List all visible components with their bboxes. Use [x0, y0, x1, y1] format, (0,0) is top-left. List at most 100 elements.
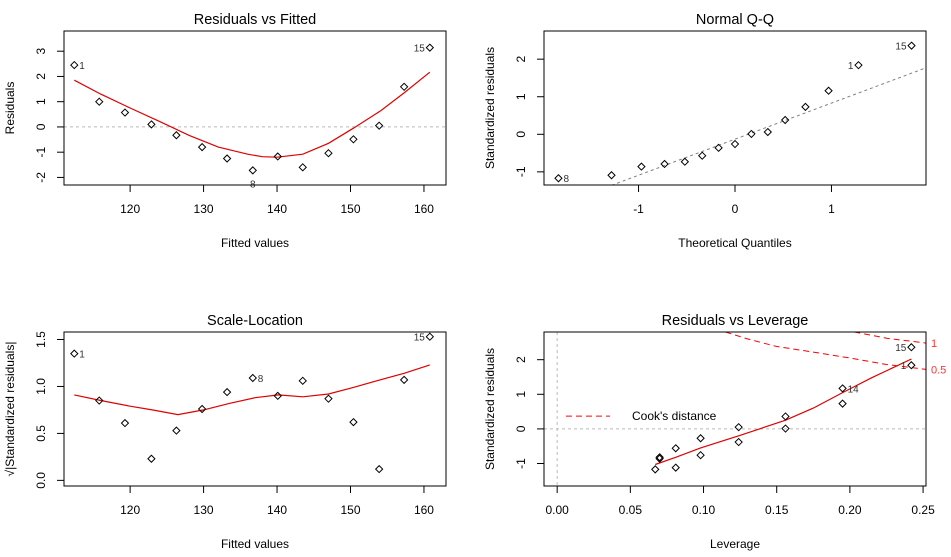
x-axis: 120 130 140 150 160 — [120, 184, 434, 216]
data-point — [854, 60, 863, 70]
data-point — [671, 444, 680, 453]
x-tick-label: 1 — [828, 202, 835, 216]
data-point — [70, 60, 79, 70]
data-point — [780, 115, 790, 125]
x-axis-label: Fitted values — [221, 236, 289, 250]
legend-label: Cook's distance — [632, 409, 717, 423]
x-tick-label: 140 — [267, 202, 287, 216]
y-tick-label: 3 — [34, 48, 48, 55]
data-point — [273, 391, 282, 401]
y-tick-label: 0 — [514, 425, 528, 432]
y-axis: -2 -1 0 1 2 3 — [34, 48, 65, 183]
data-point — [222, 154, 232, 163]
x-tick-label: 150 — [340, 202, 360, 216]
x-tick-label: 0.10 — [692, 503, 716, 517]
cooks-distance-line — [854, 332, 926, 344]
plot-frame — [63, 30, 447, 186]
point-label: 1 — [79, 350, 85, 361]
chart-title: Residuals vs Leverage — [662, 313, 809, 329]
data-point — [147, 120, 156, 129]
data-point — [349, 135, 358, 144]
data-point — [298, 163, 307, 172]
data-point — [655, 453, 664, 462]
cooks-level-label: 1 — [931, 338, 937, 350]
data-point — [697, 151, 707, 160]
x-tick-label: 130 — [194, 202, 214, 216]
y-axis: -1 0 1 2 — [514, 356, 545, 469]
plot-area — [544, 332, 926, 486]
y-tick-label: 1 — [34, 98, 48, 105]
data-point — [734, 437, 743, 447]
data-point — [120, 108, 130, 117]
data-point — [399, 375, 409, 385]
data-point — [781, 412, 790, 421]
data-point — [70, 349, 79, 358]
y-tick-label: 2 — [514, 56, 528, 63]
y-tick-label: 2 — [34, 73, 48, 80]
data-point — [801, 102, 810, 112]
legend: Cook's distance — [566, 409, 717, 423]
cooks-distance-line — [725, 332, 926, 370]
data-point — [349, 417, 358, 427]
y-tick-label: 1 — [514, 391, 528, 398]
y-tick-label: -1 — [514, 166, 528, 177]
y-axis-label: √|Standardized residuals| — [3, 342, 17, 477]
data-point — [637, 162, 646, 171]
data-point — [730, 139, 740, 149]
x-axis: 120 130 140 150 160 — [120, 485, 434, 517]
data-point — [651, 465, 660, 474]
y-tick-label: 2 — [514, 356, 528, 363]
data-point — [747, 129, 756, 139]
x-tick-label: 0.00 — [545, 503, 569, 517]
data-point — [907, 361, 916, 370]
data-point — [838, 384, 847, 393]
panel-residuals-vs-leverage: Residuals vs Leverage 0.00 0.05 0.10 0.15 0.2… — [483, 313, 946, 551]
point-label: 1 — [848, 61, 854, 72]
y-axis: 0.0 0.5 1.0 1.5 — [34, 331, 65, 489]
plot-area — [74, 364, 430, 416]
data-point — [824, 86, 833, 95]
data-point — [907, 343, 916, 352]
data-point — [838, 399, 847, 408]
plot-frame — [543, 30, 927, 186]
y-tick-label: -1 — [34, 147, 48, 158]
y-axis: -1 0 1 2 — [514, 56, 545, 177]
x-axis-label: Theoretical Quantiles — [678, 236, 791, 250]
x-axis: -1 0 1 — [633, 184, 835, 216]
y-tick-label: 1.0 — [34, 378, 48, 395]
data-point — [554, 174, 563, 183]
x-axis-label: Fitted values — [221, 537, 289, 551]
data-point — [172, 426, 181, 435]
x-tick-label: 0 — [732, 202, 739, 216]
data-point — [222, 387, 232, 397]
y-tick-label: 1 — [514, 93, 528, 100]
y-tick-label: -2 — [34, 172, 48, 183]
y-tick-label: 0.0 — [34, 472, 48, 489]
data-point — [696, 450, 705, 460]
smooth-line — [74, 364, 430, 416]
x-axis: 0.00 0.05 0.10 0.15 0.20 0.25 — [545, 485, 935, 517]
data-point — [907, 41, 916, 50]
data-point — [763, 127, 773, 137]
data-point — [671, 463, 680, 472]
point-label: 15 — [895, 343, 907, 354]
cooks-level-label: 0.5 — [931, 364, 946, 376]
chart-title: Residuals vs Fitted — [194, 12, 317, 28]
x-tick-label: 0.20 — [838, 503, 862, 517]
x-tick-label: 120 — [120, 202, 140, 216]
data-point — [696, 434, 705, 443]
y-tick-label: 0 — [34, 123, 48, 130]
point-label: 15 — [414, 333, 426, 344]
point-label: 15 — [414, 44, 426, 55]
point-label: 8 — [563, 174, 569, 185]
x-tick-label: 140 — [267, 503, 287, 517]
plot-area — [64, 71, 446, 158]
data-point — [680, 157, 690, 166]
data-point — [95, 396, 104, 405]
data-point — [273, 152, 282, 161]
data-point — [120, 418, 130, 428]
point-label: 14 — [848, 384, 860, 395]
data-point — [298, 376, 307, 386]
y-tick-label: -1 — [514, 458, 528, 469]
y-axis-label: Standardized residuals — [483, 47, 497, 169]
